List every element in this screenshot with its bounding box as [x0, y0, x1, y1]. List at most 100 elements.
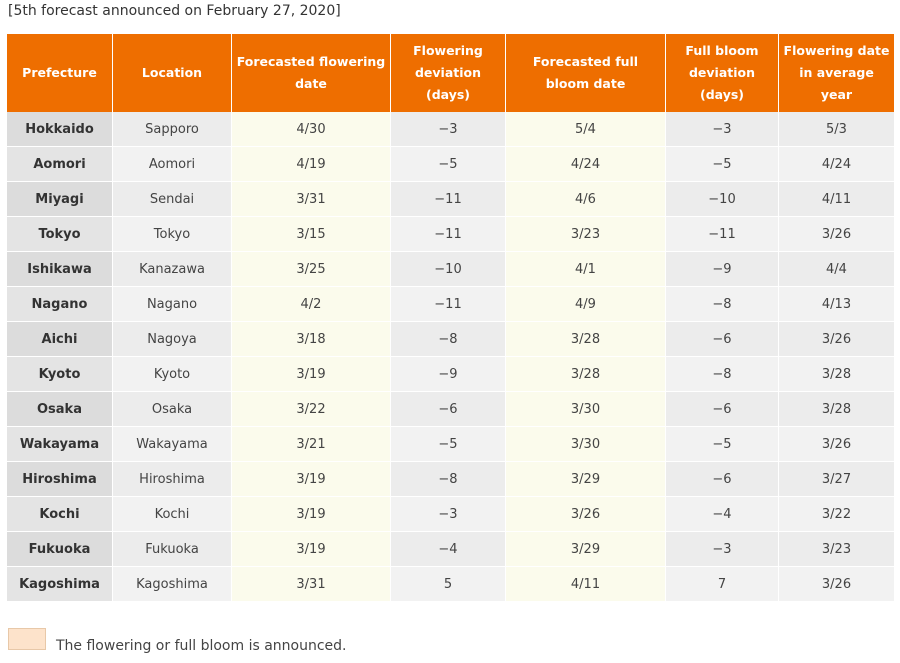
cell-forecasted-flowering-date: 3/19: [232, 462, 391, 497]
cell-flowering-deviation: −6: [391, 392, 506, 427]
table-row: Fukuoka Fukuoka 3/19 −4 3/29 −3 3/23: [7, 532, 894, 567]
header-forecasted-full-bloom-date: Forecasted full bloom date: [506, 34, 666, 112]
cell-forecasted-full-bloom-date: 3/28: [506, 357, 666, 392]
table-row: Ishikawa Kanazawa 3/25 −10 4/1 −9 4/4: [7, 252, 894, 287]
cell-forecasted-flowering-date: 3/31: [232, 567, 391, 602]
cell-location: Nagoya: [113, 322, 232, 357]
cell-forecasted-full-bloom-date: 4/6: [506, 182, 666, 217]
forecast-table: Prefecture Location Forecasted flowering…: [7, 34, 894, 602]
cell-location: Sapporo: [113, 112, 232, 147]
cell-prefecture: Tokyo: [7, 217, 113, 252]
cell-prefecture: Kochi: [7, 497, 113, 532]
cell-forecasted-flowering-date: 3/22: [232, 392, 391, 427]
table-row: Hiroshima Hiroshima 3/19 −8 3/29 −6 3/27: [7, 462, 894, 497]
header-full-bloom-deviation: Full bloom deviation (days): [666, 34, 779, 112]
table-row: Aichi Nagoya 3/18 −8 3/28 −6 3/26: [7, 322, 894, 357]
cell-location: Kagoshima: [113, 567, 232, 602]
cell-flowering-date-average-year: 4/4: [779, 252, 894, 287]
cell-prefecture: Fukuoka: [7, 532, 113, 567]
cell-flowering-date-average-year: 5/3: [779, 112, 894, 147]
cell-location: Osaka: [113, 392, 232, 427]
cell-forecasted-full-bloom-date: 3/29: [506, 532, 666, 567]
cell-location: Fukuoka: [113, 532, 232, 567]
cell-forecasted-flowering-date: 3/19: [232, 532, 391, 567]
cell-flowering-date-average-year: 4/24: [779, 147, 894, 182]
cell-full-bloom-deviation: −5: [666, 147, 779, 182]
cell-flowering-deviation: −11: [391, 182, 506, 217]
cell-location: Kyoto: [113, 357, 232, 392]
cell-prefecture: Kyoto: [7, 357, 113, 392]
forecast-caption: [5th forecast announced on February 27, …: [8, 3, 341, 19]
cell-forecasted-full-bloom-date: 3/23: [506, 217, 666, 252]
cell-prefecture: Aichi: [7, 322, 113, 357]
cell-flowering-date-average-year: 3/26: [779, 217, 894, 252]
table-row: Hokkaido Sapporo 4/30 −3 5/4 −3 5/3: [7, 112, 894, 147]
cell-flowering-date-average-year: 4/13: [779, 287, 894, 322]
cell-full-bloom-deviation: −11: [666, 217, 779, 252]
header-prefecture: Prefecture: [7, 34, 113, 112]
header-flowering-deviation: Flowering deviation (days): [391, 34, 506, 112]
cell-location: Kochi: [113, 497, 232, 532]
cell-forecasted-full-bloom-date: 4/24: [506, 147, 666, 182]
cell-full-bloom-deviation: −8: [666, 357, 779, 392]
cell-forecasted-flowering-date: 3/19: [232, 497, 391, 532]
cell-location: Kanazawa: [113, 252, 232, 287]
cell-flowering-date-average-year: 3/28: [779, 392, 894, 427]
cell-full-bloom-deviation: 7: [666, 567, 779, 602]
cell-forecasted-full-bloom-date: 4/9: [506, 287, 666, 322]
cell-forecasted-full-bloom-date: 3/29: [506, 462, 666, 497]
cell-location: Wakayama: [113, 427, 232, 462]
cell-forecasted-flowering-date: 3/19: [232, 357, 391, 392]
cell-flowering-deviation: −9: [391, 357, 506, 392]
cell-flowering-date-average-year: 3/22: [779, 497, 894, 532]
cell-flowering-deviation: 5: [391, 567, 506, 602]
table-row: Kochi Kochi 3/19 −3 3/26 −4 3/22: [7, 497, 894, 532]
table-row: Kyoto Kyoto 3/19 −9 3/28 −8 3/28: [7, 357, 894, 392]
cell-forecasted-full-bloom-date: 4/11: [506, 567, 666, 602]
cell-full-bloom-deviation: −6: [666, 322, 779, 357]
cell-prefecture: Hokkaido: [7, 112, 113, 147]
cell-forecasted-full-bloom-date: 3/30: [506, 392, 666, 427]
cell-forecasted-flowering-date: 4/19: [232, 147, 391, 182]
cell-flowering-deviation: −5: [391, 147, 506, 182]
cell-forecasted-flowering-date: 3/18: [232, 322, 391, 357]
cell-flowering-date-average-year: 4/11: [779, 182, 894, 217]
cell-forecasted-flowering-date: 4/2: [232, 287, 391, 322]
cell-forecasted-flowering-date: 3/25: [232, 252, 391, 287]
cell-full-bloom-deviation: −3: [666, 112, 779, 147]
table-row: Osaka Osaka 3/22 −6 3/30 −6 3/28: [7, 392, 894, 427]
cell-prefecture: Osaka: [7, 392, 113, 427]
legend-text: The flowering or full bloom is announced…: [56, 638, 347, 654]
cell-forecasted-full-bloom-date: 4/1: [506, 252, 666, 287]
cell-flowering-deviation: −3: [391, 112, 506, 147]
cell-flowering-deviation: −4: [391, 532, 506, 567]
cell-full-bloom-deviation: −6: [666, 392, 779, 427]
cell-flowering-deviation: −10: [391, 252, 506, 287]
table-row: Nagano Nagano 4/2 −11 4/9 −8 4/13: [7, 287, 894, 322]
header-location: Location: [113, 34, 232, 112]
cell-forecasted-full-bloom-date: 3/30: [506, 427, 666, 462]
table-row: Tokyo Tokyo 3/15 −11 3/23 −11 3/26: [7, 217, 894, 252]
cell-full-bloom-deviation: −6: [666, 462, 779, 497]
cell-prefecture: Kagoshima: [7, 567, 113, 602]
cell-full-bloom-deviation: −9: [666, 252, 779, 287]
cell-flowering-deviation: −8: [391, 322, 506, 357]
table-row: Kagoshima Kagoshima 3/31 5 4/11 7 3/26: [7, 567, 894, 602]
table-body: Hokkaido Sapporo 4/30 −3 5/4 −3 5/3 Aomori Aomor…: [7, 112, 894, 602]
cell-flowering-date-average-year: 3/26: [779, 567, 894, 602]
cell-prefecture: Ishikawa: [7, 252, 113, 287]
cell-location: Sendai: [113, 182, 232, 217]
cell-prefecture: Wakayama: [7, 427, 113, 462]
cell-flowering-deviation: −11: [391, 287, 506, 322]
cell-flowering-deviation: −11: [391, 217, 506, 252]
cell-full-bloom-deviation: −4: [666, 497, 779, 532]
cell-forecasted-full-bloom-date: 3/28: [506, 322, 666, 357]
cell-forecasted-flowering-date: 3/21: [232, 427, 391, 462]
cell-forecasted-flowering-date: 4/30: [232, 112, 391, 147]
table-row: Miyagi Sendai 3/31 −11 4/6 −10 4/11: [7, 182, 894, 217]
cell-location: Aomori: [113, 147, 232, 182]
cell-flowering-date-average-year: 3/26: [779, 427, 894, 462]
cell-forecasted-flowering-date: 3/31: [232, 182, 391, 217]
table-row: Aomori Aomori 4/19 −5 4/24 −5 4/24: [7, 147, 894, 182]
cell-flowering-date-average-year: 3/23: [779, 532, 894, 567]
